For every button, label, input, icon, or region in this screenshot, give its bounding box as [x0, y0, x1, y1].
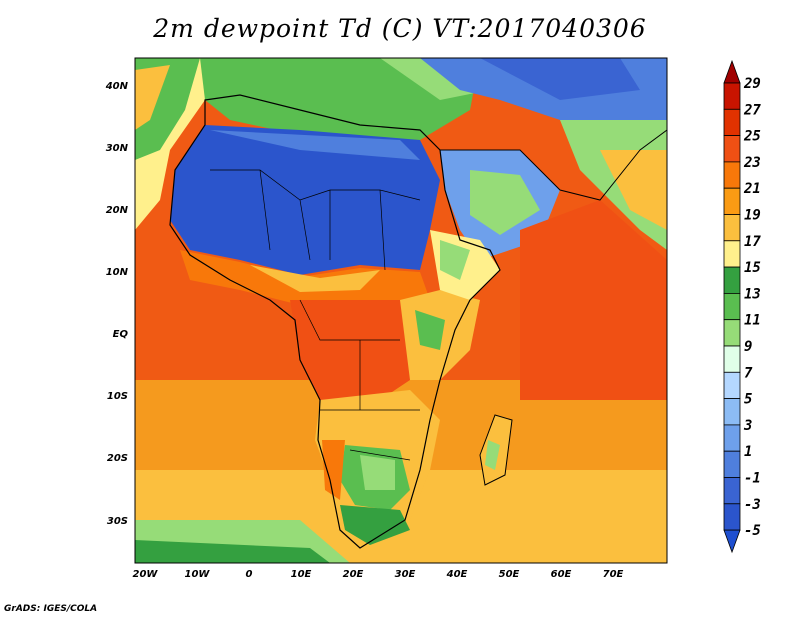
colorbar-label: 27: [743, 102, 761, 118]
x-axis-labels: 20W 10W 0 10E 20E 30E 40E 50E 60E 70E: [133, 569, 624, 580]
colorbar-swatch: [723, 398, 741, 426]
colorbar-label: -5: [744, 523, 761, 539]
x-tick-label: 30E: [395, 569, 416, 580]
y-tick-label: EQ: [113, 329, 129, 340]
colorbar-label: 15: [744, 260, 761, 276]
y-tick-label: 20N: [106, 205, 129, 216]
y-tick-label: 20S: [107, 453, 128, 464]
x-tick-label: 10W: [185, 569, 211, 580]
colorbar-swatch: [723, 135, 741, 163]
x-tick-label: 50E: [499, 569, 520, 580]
x-tick-label: 60E: [551, 569, 572, 580]
colorbar: 29 27 25 23 21 19 17 15 13 11 9 7 5 3 1 -1 -3 -5: [723, 59, 761, 554]
colorbar-label: 13: [744, 286, 761, 302]
colorbar-swatch: [723, 161, 741, 189]
colorbar-swatch: [723, 345, 741, 373]
colorbar-label: -1: [744, 471, 761, 487]
colorbar-label: 21: [743, 181, 761, 197]
colorbar-label: 17: [744, 234, 761, 250]
x-tick-label: 0: [246, 569, 253, 580]
colorbar-swatch: [723, 108, 741, 137]
colorbar-label: 11: [744, 313, 761, 329]
colorbar-label: 19: [744, 208, 761, 224]
colorbar-swatch: [723, 477, 741, 505]
colorbar-swatch: [723, 240, 741, 268]
x-tick-label: 20W: [133, 569, 159, 580]
colorbar-swatch: [723, 424, 741, 452]
colorbar-top-arrow: [723, 59, 741, 84]
colorbar-label: 25: [743, 129, 761, 145]
colorbar-label: 29: [743, 76, 761, 92]
x-tick-label: 10E: [291, 569, 312, 580]
colorbar-swatch: [723, 214, 741, 242]
y-tick-label: 30N: [106, 143, 129, 154]
colorbar-swatch: [723, 187, 741, 215]
y-tick-label: 40N: [105, 81, 129, 92]
colorbar-label: 23: [743, 155, 761, 171]
colorbar-label: 7: [744, 365, 753, 381]
colorbar-bottom-arrow: [723, 529, 741, 554]
colorbar-label: -3: [744, 497, 761, 513]
colorbar-label: 1: [744, 444, 752, 460]
y-axis-labels: 40N 30N 20N 10N EQ 10S 20S 30S: [105, 81, 129, 527]
colorbar-swatch: [723, 319, 741, 347]
colorbar-swatch: [723, 292, 741, 321]
colorbar-label: 5: [744, 392, 752, 408]
plot-frame: [134, 57, 668, 564]
x-tick-label: 40E: [446, 569, 468, 580]
colorbar-swatch: [723, 503, 741, 531]
x-tick-label: 70E: [603, 569, 624, 580]
map-title: 2m dewpoint Td (C) VT:2017040306: [153, 14, 647, 43]
y-tick-label: 10S: [107, 391, 128, 402]
y-tick-label: 10N: [106, 267, 129, 278]
map-field: [135, 58, 667, 563]
colorbar-label: 3: [743, 418, 752, 434]
colorbar-swatch: [723, 82, 741, 110]
colorbar-swatch: [723, 450, 741, 478]
x-tick-label: 20E: [343, 569, 364, 580]
y-tick-label: 30S: [107, 516, 128, 527]
colorbar-label: 9: [744, 339, 752, 355]
colorbar-swatch: [723, 266, 741, 294]
colorbar-swatch: [723, 371, 741, 399]
credit-text: GrADS: IGES/COLA: [4, 604, 98, 614]
